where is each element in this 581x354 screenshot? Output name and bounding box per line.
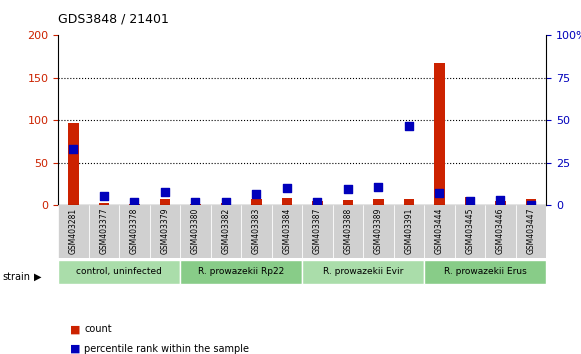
FancyBboxPatch shape xyxy=(58,205,88,258)
Bar xyxy=(68,123,78,205)
Text: ▶: ▶ xyxy=(34,272,41,282)
Text: GSM403281: GSM403281 xyxy=(69,208,78,254)
Point xyxy=(313,199,322,205)
Bar xyxy=(190,204,200,205)
Point xyxy=(99,193,109,199)
Text: GSM403388: GSM403388 xyxy=(343,208,352,254)
Text: R. prowazekii Rp22: R. prowazekii Rp22 xyxy=(198,267,284,276)
Text: GSM403379: GSM403379 xyxy=(160,208,169,255)
Bar xyxy=(373,199,383,205)
Bar xyxy=(465,197,475,205)
Text: GSM403378: GSM403378 xyxy=(130,208,139,255)
FancyBboxPatch shape xyxy=(363,205,394,258)
Text: strain: strain xyxy=(3,272,31,282)
FancyBboxPatch shape xyxy=(485,205,516,258)
FancyBboxPatch shape xyxy=(394,205,424,258)
Text: GSM403382: GSM403382 xyxy=(221,208,230,254)
Bar xyxy=(251,199,261,205)
Text: GSM403447: GSM403447 xyxy=(526,208,535,255)
Point xyxy=(221,199,231,205)
Point xyxy=(465,198,475,204)
Text: GSM403389: GSM403389 xyxy=(374,208,383,255)
Point xyxy=(404,124,414,129)
Text: GSM403383: GSM403383 xyxy=(252,208,261,255)
Bar xyxy=(404,199,414,205)
Text: GSM403387: GSM403387 xyxy=(313,208,322,255)
Bar xyxy=(495,201,505,205)
Text: GSM403446: GSM403446 xyxy=(496,208,505,255)
FancyBboxPatch shape xyxy=(302,205,332,258)
Point xyxy=(343,186,353,192)
FancyBboxPatch shape xyxy=(58,260,180,284)
Text: GSM403391: GSM403391 xyxy=(404,208,413,255)
FancyBboxPatch shape xyxy=(302,260,424,284)
FancyBboxPatch shape xyxy=(271,205,302,258)
FancyBboxPatch shape xyxy=(180,260,302,284)
Bar xyxy=(343,200,353,205)
FancyBboxPatch shape xyxy=(241,205,271,258)
Point xyxy=(526,202,536,208)
Bar xyxy=(221,203,231,205)
Point xyxy=(191,199,200,205)
Text: control, uninfected: control, uninfected xyxy=(76,267,162,276)
FancyBboxPatch shape xyxy=(210,205,241,258)
FancyBboxPatch shape xyxy=(424,205,454,258)
Bar xyxy=(282,198,292,205)
Point xyxy=(130,199,139,205)
Point xyxy=(496,198,505,203)
FancyBboxPatch shape xyxy=(180,205,210,258)
Text: R. prowazekii Evir: R. prowazekii Evir xyxy=(323,267,403,276)
Bar xyxy=(312,201,322,205)
Text: GSM403377: GSM403377 xyxy=(99,208,108,255)
Bar xyxy=(129,204,139,205)
Bar xyxy=(434,63,444,205)
Point xyxy=(374,185,383,190)
Text: GSM403380: GSM403380 xyxy=(191,208,200,255)
FancyBboxPatch shape xyxy=(516,205,546,258)
Point xyxy=(69,147,78,152)
Text: percentile rank within the sample: percentile rank within the sample xyxy=(84,344,249,354)
Point xyxy=(282,185,292,191)
FancyBboxPatch shape xyxy=(424,260,546,284)
Bar xyxy=(160,199,170,205)
FancyBboxPatch shape xyxy=(119,205,150,258)
FancyBboxPatch shape xyxy=(454,205,485,258)
FancyBboxPatch shape xyxy=(88,205,119,258)
Bar xyxy=(99,203,109,205)
Text: GSM403384: GSM403384 xyxy=(282,208,291,255)
Text: GDS3848 / 21401: GDS3848 / 21401 xyxy=(58,12,169,25)
Text: ■: ■ xyxy=(70,324,80,334)
Text: count: count xyxy=(84,324,112,334)
Point xyxy=(252,192,261,197)
FancyBboxPatch shape xyxy=(150,205,180,258)
FancyBboxPatch shape xyxy=(332,205,363,258)
Text: R. prowazekii Erus: R. prowazekii Erus xyxy=(444,267,526,276)
Point xyxy=(160,189,170,195)
Bar xyxy=(526,199,536,205)
Point xyxy=(435,190,444,196)
Text: ■: ■ xyxy=(70,344,80,354)
Text: GSM403444: GSM403444 xyxy=(435,208,444,255)
Text: GSM403445: GSM403445 xyxy=(465,208,474,255)
